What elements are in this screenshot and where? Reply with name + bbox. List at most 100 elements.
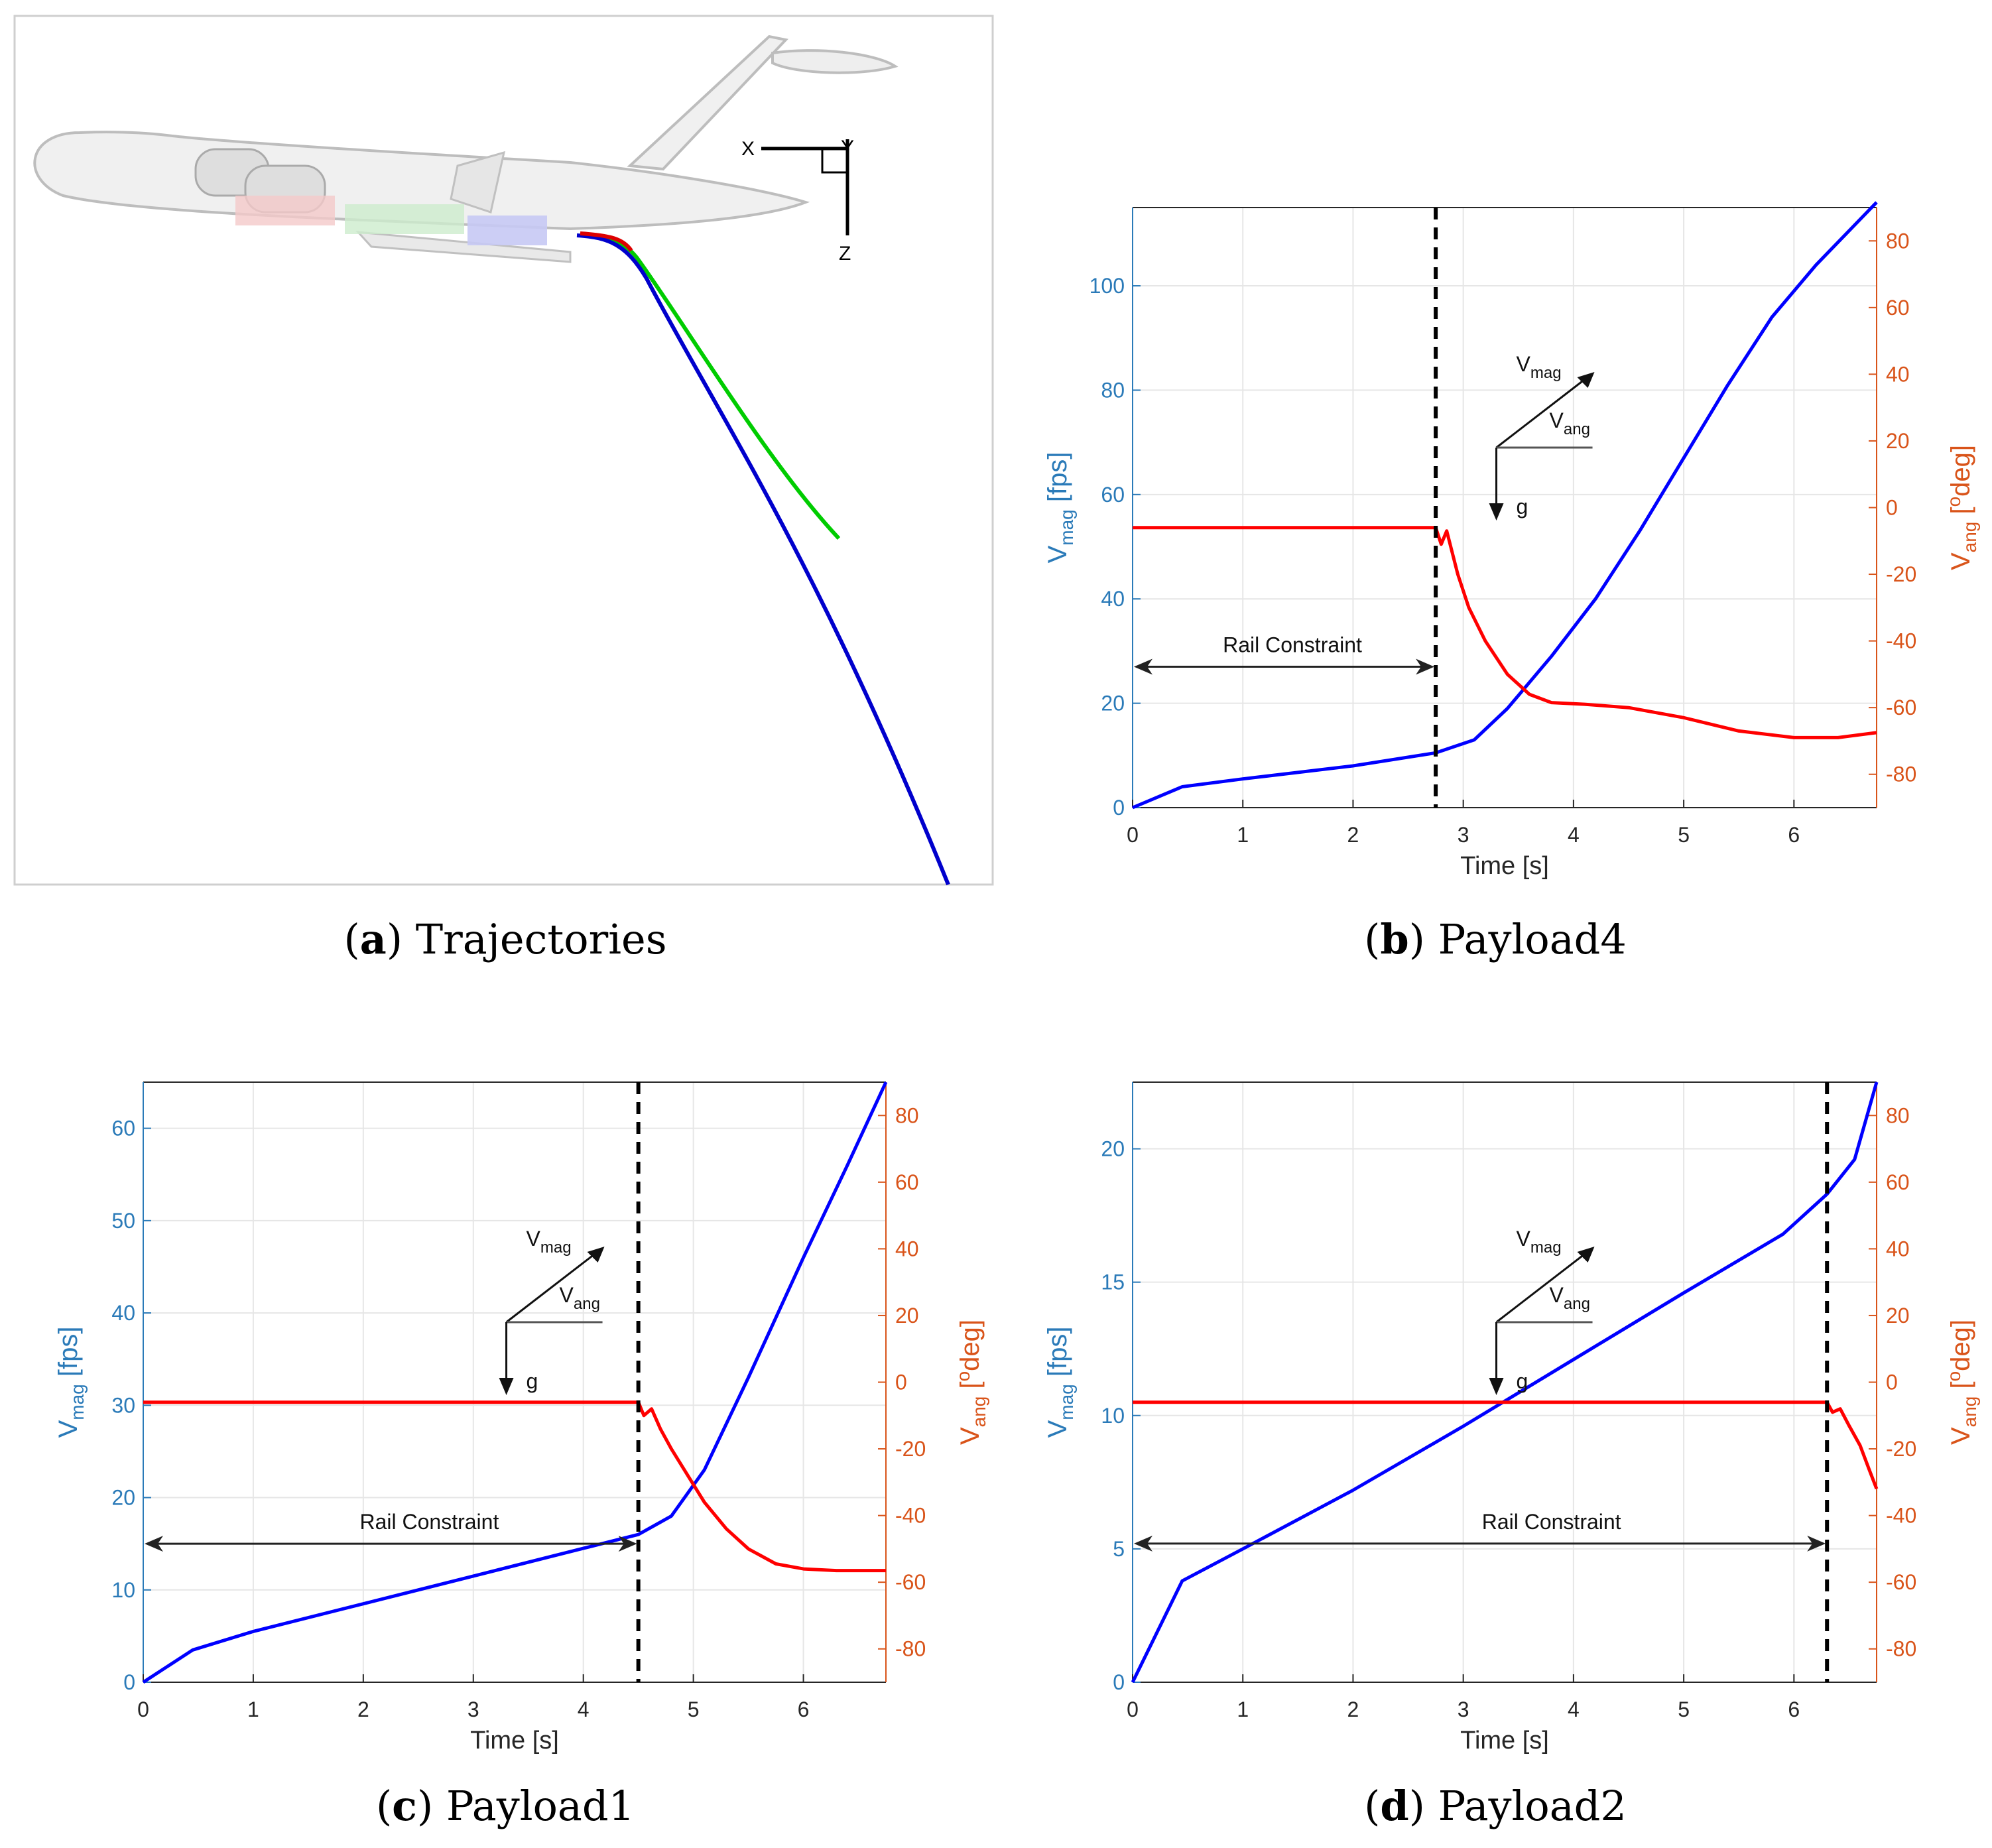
gravity-label: g [1517,1369,1528,1393]
vmag-label-sub: mag [1530,364,1562,382]
y2-tick-label: 20 [1886,1304,1910,1327]
x-tick-label: 1 [1237,1697,1249,1721]
y2-tick-label: 60 [1886,296,1910,320]
y2-axis-title-post: deg] [1946,445,1975,497]
coordinate-triad: X Y Z [741,137,854,265]
x-tick-label: 6 [1788,1697,1800,1721]
y-axis-title: Vmag [fps] [1043,452,1077,564]
vang-label-sub: ang [1564,1295,1590,1313]
y-tick-label: 10 [1101,1404,1125,1428]
caption-a-text: Trajectories [416,915,667,963]
wing [450,151,506,214]
y2-tick-label: 60 [1886,1170,1910,1194]
y-axis-title-main: V [54,1420,83,1438]
caption-c-letter: c [392,1782,417,1830]
vang-label: Vang [1550,408,1590,438]
y2-tick-label: -60 [1886,1570,1916,1594]
caption-d-text: Payload2 [1438,1782,1627,1830]
gravity-label: g [1517,495,1528,519]
chart-payload4: 0 1 2 3 4 5 6020406080100-80-60-40-20020406080… [1043,201,1980,880]
vang-label-main: V [1550,408,1564,432]
y2-axis-title-main: V [956,1427,985,1445]
vmag-arrow-head [587,1247,605,1263]
y2-tick-label: 0 [895,1371,907,1394]
x-tick-label: 2 [1347,1697,1359,1721]
y-tick-label: 80 [1101,378,1125,402]
y2-tick-label: -40 [1886,629,1916,653]
x-tick-label: 1 [1237,823,1249,847]
y2-tick-label: -40 [895,1504,926,1528]
y2-axis-title-pre: [ [1946,1381,1975,1396]
x-tick-label: 4 [1568,823,1580,847]
chart-payload1: 0 1 2 3 4 5 60102030405060-80-60-40-2002040608… [54,1081,989,1755]
x-tick-label: 0 [1127,1697,1139,1721]
y2-tick-label: 0 [1886,496,1898,520]
x-tick-label: 4 [1568,1697,1580,1721]
y2-tick-label: 80 [895,1103,919,1127]
gravity-arrow-head [1489,503,1504,521]
vmag-label: Vmag [527,1227,572,1257]
y-tick-label: 20 [1101,1137,1125,1161]
y-tick-label: 15 [1101,1270,1125,1294]
payload-box-red [235,196,335,225]
plot-area [1133,208,1877,808]
vmag-arrow [1495,375,1590,449]
triad-corner [821,147,849,174]
caption-d: (d) Payload2 [1364,1782,1627,1830]
y-axis-title: Vmag [fps] [1043,1327,1077,1438]
x-axis-title: Time [s] [470,1727,559,1755]
y2-axis-title-pre: [ [1946,507,1975,521]
gravity-arrow-head [499,1378,514,1395]
y-tick-label: 60 [111,1117,135,1140]
y2-tick-label: 40 [1886,1237,1910,1261]
x-tick-label: 1 [247,1697,259,1721]
y-tick-label: 20 [1101,692,1125,715]
y2-axis-title-sub: ang [1960,522,1980,553]
y2-tick-label: -80 [895,1637,926,1661]
y-axis-title: Vmag [fps] [54,1327,88,1438]
y2-axis-title-sup: o [1944,497,1964,507]
x-tick-label: 5 [688,1697,700,1721]
x-tick-label: 3 [467,1697,479,1721]
y-tick-label: 100 [1089,274,1125,298]
y2-tick-label: -60 [895,1570,926,1594]
tail-fin [627,34,788,171]
vang-label-sub: ang [1564,420,1590,438]
rail-constraint-label: Rail Constraint [359,1510,499,1534]
rail-arrow-head-right [618,1536,637,1552]
y2-axis-title: Vang [odeg] [953,1320,989,1445]
y2-tick-label: -60 [1886,696,1916,719]
series-vang [143,1400,886,1573]
x-tick-label: 5 [1678,823,1690,847]
y2-axis-title-sup: o [1944,1371,1964,1382]
y2-axis-title: Vang [odeg] [1944,445,1980,570]
plot-area [143,1082,886,1682]
y2-axis-title: Vang [odeg] [1944,1320,1980,1445]
x-tick-label: 0 [1127,823,1139,847]
vmag-label: Vmag [1517,352,1562,382]
rail-arrow-head-left [145,1536,163,1552]
y2-tick-label: 20 [895,1304,919,1327]
caption-a: (a) Trajectories [343,915,666,963]
tail-stabilizer [771,49,899,74]
vang-label-sub: ang [574,1295,600,1313]
y-tick-label: 5 [1113,1537,1125,1561]
x-tick-label: 4 [578,1697,590,1721]
x-axis-label: X [741,138,755,160]
y-tick-label: 30 [111,1393,135,1417]
x-tick-label: 5 [1678,1697,1690,1721]
vmag-label-main: V [527,1227,541,1251]
y2-tick-label: 80 [1886,229,1910,253]
rail-constraint-label: Rail Constraint [1482,1510,1621,1534]
y2-tick-label: -20 [1886,1437,1916,1461]
y2-tick-label: 40 [895,1237,919,1261]
trajectory-payload1 [576,233,950,886]
series-vmag [142,1081,888,1684]
y-tick-label: 20 [111,1486,135,1510]
vmag-arrow-head [1577,1247,1595,1263]
rail-arrow-head-left [1134,1535,1152,1552]
y-axis-title-main: V [1043,545,1072,563]
plot-area [1133,1082,1877,1682]
series-vmag [1131,1081,1879,1684]
vang-label-main: V [1550,1283,1564,1307]
